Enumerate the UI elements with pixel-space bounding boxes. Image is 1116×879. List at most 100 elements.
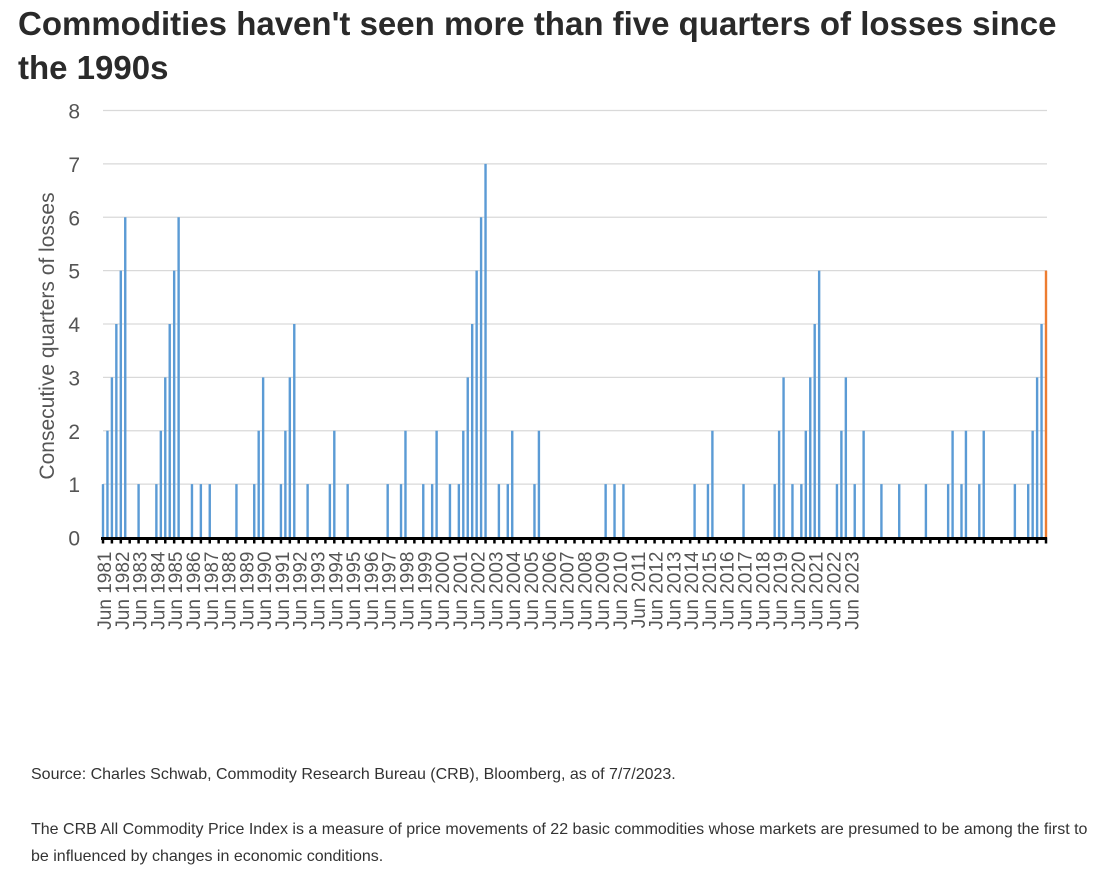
bar [511, 430, 514, 538]
bar [257, 430, 260, 538]
bar [422, 484, 425, 538]
chart-title: Commodities haven't seen more than five … [18, 5, 1057, 86]
x-tick-label: Jun 2011 [629, 552, 650, 629]
y-tick-label: 3 [68, 367, 80, 390]
bar [782, 377, 785, 538]
bar [346, 484, 349, 538]
consecutive-losses-bar-chart: 0 1 2 3 4 5 6 7 8 Consecutive quarters of losses J… [36, 101, 1048, 630]
y-tick-label: 0 [68, 528, 80, 551]
x-tick-label: Jun 1997 [380, 552, 401, 630]
bar [208, 484, 211, 538]
x-tick-label: Jun 2013 [664, 552, 685, 630]
bar [462, 430, 465, 538]
x-tick-label: Jun 1986 [184, 552, 205, 630]
x-tick-label: Jun 1988 [220, 552, 241, 630]
y-axis-title: Consecutive quarters of losses [36, 192, 59, 479]
y-tick-label: 1 [68, 474, 80, 497]
y-tick-label: 8 [68, 101, 80, 124]
bar [457, 484, 461, 538]
x-tick-label: Jun 2018 [753, 552, 774, 630]
bar [306, 484, 309, 538]
y-tick-label: 5 [68, 261, 80, 284]
bar [804, 430, 808, 538]
bar [946, 484, 950, 538]
bar [386, 484, 389, 538]
bar [172, 270, 176, 538]
bar [809, 377, 812, 538]
x-tick-label: Jun 1985 [166, 552, 187, 630]
bar [960, 484, 963, 538]
bar [844, 377, 848, 538]
bar [124, 217, 127, 538]
bar [435, 430, 438, 538]
bar [898, 484, 901, 538]
bar [622, 484, 625, 538]
x-tick-label: Jun 2020 [789, 552, 810, 630]
bar [164, 377, 167, 538]
bar [1035, 377, 1039, 538]
x-tick-label: Jun 2010 [611, 552, 632, 630]
bar [253, 484, 256, 538]
x-tick-label: Jun 2022 [824, 552, 845, 630]
x-tick-label: Jun 1996 [362, 552, 383, 630]
x-tick-label: Jun 1992 [291, 552, 312, 630]
bar [982, 430, 985, 538]
bar [880, 484, 883, 538]
bar [506, 484, 509, 538]
bar [800, 484, 803, 538]
x-tick-label: Jun 2006 [540, 552, 561, 630]
bar [333, 430, 336, 538]
bar [110, 377, 114, 538]
bar [159, 430, 163, 538]
x-tick-label: Jun 2019 [771, 552, 792, 630]
bar [168, 324, 171, 538]
bar [951, 430, 954, 538]
bar [155, 484, 158, 538]
bar [1013, 484, 1017, 538]
bar [533, 484, 536, 538]
x-tick-label: Jun 2014 [682, 551, 703, 630]
bar [479, 217, 483, 538]
x-tick-label: Jun 2005 [522, 552, 543, 630]
y-tick-label: 6 [68, 207, 80, 230]
bar [106, 430, 109, 538]
bar [813, 324, 816, 538]
bar [964, 430, 968, 538]
x-tick-label: Jun 1981 [95, 552, 116, 630]
bar [693, 484, 696, 538]
x-tick-label: Jun 2015 [700, 552, 721, 630]
x-tick-label: Jun 2017 [736, 552, 757, 630]
x-tick-label: Jun 2001 [451, 552, 472, 630]
bar [613, 484, 616, 538]
bar [288, 377, 292, 538]
x-tick-label: Jun 1984 [148, 551, 169, 630]
bar [835, 484, 839, 538]
bar [466, 377, 469, 538]
bar [840, 430, 843, 538]
bar [1040, 324, 1043, 538]
bar [399, 484, 403, 538]
x-tick-label: Jun 2000 [433, 552, 454, 630]
bar [773, 484, 776, 538]
x-tick-label: Jun 1995 [344, 552, 365, 630]
bar [115, 324, 118, 538]
bar [430, 484, 434, 538]
x-tick-label: Jun 1987 [202, 552, 223, 630]
x-tick-label: Jun 1994 [326, 551, 347, 630]
index-description: The CRB All Commodity Price Index is a m… [31, 821, 1088, 865]
y-tick-label: 2 [68, 421, 80, 444]
x-tick-label: Jun 2008 [575, 552, 596, 630]
bar [475, 270, 478, 538]
x-tick-label: Jun 2003 [486, 552, 507, 630]
bar [1027, 484, 1030, 538]
bar [199, 484, 203, 538]
x-tick-label: Jun 2007 [558, 552, 579, 630]
bar [862, 430, 865, 538]
bar [537, 430, 541, 538]
bar [293, 324, 296, 538]
x-tick-label: Jun 2002 [469, 552, 490, 630]
bar [777, 430, 781, 538]
bar [404, 430, 407, 538]
bar [604, 484, 607, 538]
bar [190, 484, 194, 538]
